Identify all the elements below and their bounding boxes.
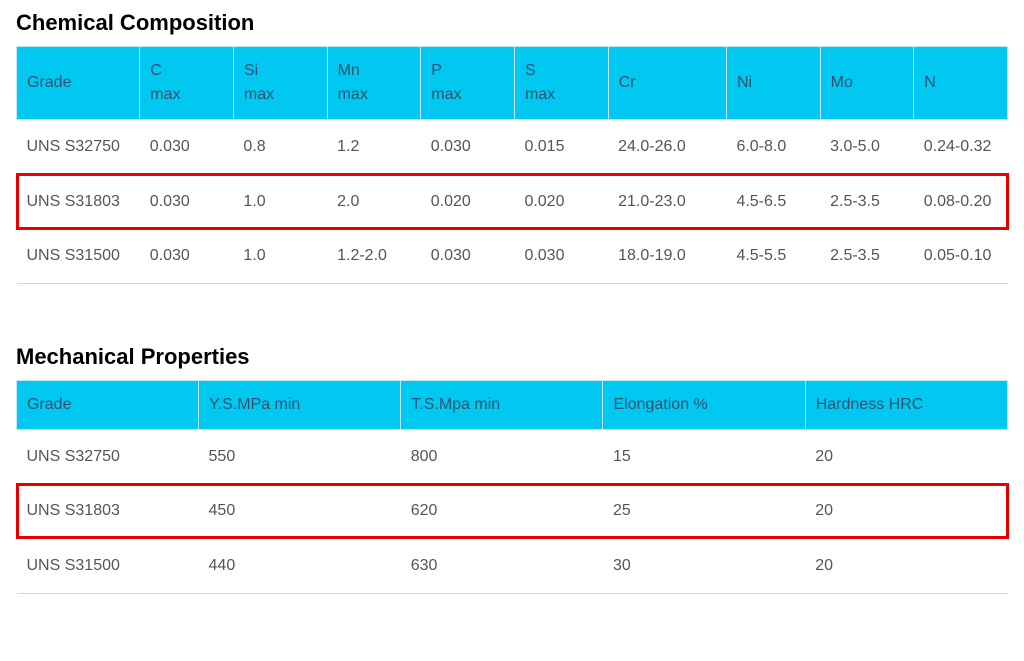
cell: 0.015 xyxy=(514,120,608,175)
cell: 450 xyxy=(199,484,401,539)
mechanical-title: Mechanical Properties xyxy=(16,344,1008,370)
table-row-highlighted: UNS S31803 450 620 25 20 xyxy=(17,484,1008,539)
cell: 1.0 xyxy=(233,174,327,229)
cell: 2.5-3.5 xyxy=(820,174,914,229)
cell: UNS S32750 xyxy=(17,429,199,484)
col-ni: Ni xyxy=(726,47,820,120)
cell: 2.0 xyxy=(327,174,421,229)
cell: 0.030 xyxy=(421,120,515,175)
mechanical-header-row: Grade Y.S.MPa min T.S.Mpa min Elongation… xyxy=(17,380,1008,429)
cell: 25 xyxy=(603,484,805,539)
col-elongation: Elongation % xyxy=(603,380,805,429)
cell: 0.08-0.20 xyxy=(914,174,1008,229)
cell: 20 xyxy=(805,538,1007,593)
cell: UNS S31803 xyxy=(17,484,199,539)
col-p-max: Pmax xyxy=(421,47,515,120)
cell: 20 xyxy=(805,484,1007,539)
col-si-max: Simax xyxy=(233,47,327,120)
cell: 1.2 xyxy=(327,120,421,175)
col-c-max: Cmax xyxy=(140,47,234,120)
cell: 1.2-2.0 xyxy=(327,229,421,284)
cell: 4.5-6.5 xyxy=(726,174,820,229)
cell: 4.5-5.5 xyxy=(726,229,820,284)
cell: 800 xyxy=(401,429,603,484)
cell: UNS S31500 xyxy=(17,229,140,284)
table-row: UNS S32750 550 800 15 20 xyxy=(17,429,1008,484)
cell: 0.24-0.32 xyxy=(914,120,1008,175)
cell: 0.8 xyxy=(233,120,327,175)
cell: 0.030 xyxy=(140,174,234,229)
col-n: N xyxy=(914,47,1008,120)
cell: 3.0-5.0 xyxy=(820,120,914,175)
cell: 550 xyxy=(199,429,401,484)
table-row: UNS S32750 0.030 0.8 1.2 0.030 0.015 24.… xyxy=(17,120,1008,175)
section-spacer xyxy=(16,284,1008,344)
cell: 0.030 xyxy=(421,229,515,284)
cell: 6.0-8.0 xyxy=(726,120,820,175)
mechanical-table: Grade Y.S.MPa min T.S.Mpa min Elongation… xyxy=(16,380,1008,594)
cell: 0.030 xyxy=(514,229,608,284)
chemical-table: Grade Cmax Simax Mnmax Pmax Smax Cr Ni M… xyxy=(16,46,1008,284)
chemical-header-row: Grade Cmax Simax Mnmax Pmax Smax Cr Ni M… xyxy=(17,47,1008,120)
cell: 18.0-19.0 xyxy=(608,229,726,284)
col-hardness: Hardness HRC xyxy=(805,380,1007,429)
cell: 2.5-3.5 xyxy=(820,229,914,284)
col-s-max: Smax xyxy=(514,47,608,120)
table-row: UNS S31500 0.030 1.0 1.2-2.0 0.030 0.030… xyxy=(17,229,1008,284)
chemical-title: Chemical Composition xyxy=(16,10,1008,36)
col-grade: Grade xyxy=(17,380,199,429)
cell: UNS S31500 xyxy=(17,538,199,593)
cell: UNS S31803 xyxy=(17,174,140,229)
cell: 21.0-23.0 xyxy=(608,174,726,229)
cell: 0.030 xyxy=(140,229,234,284)
cell: 0.020 xyxy=(421,174,515,229)
cell: 20 xyxy=(805,429,1007,484)
table-row-highlighted: UNS S31803 0.030 1.0 2.0 0.020 0.020 21.… xyxy=(17,174,1008,229)
col-ys: Y.S.MPa min xyxy=(199,380,401,429)
cell: 1.0 xyxy=(233,229,327,284)
cell: 15 xyxy=(603,429,805,484)
cell: 24.0-26.0 xyxy=(608,120,726,175)
cell: 0.020 xyxy=(514,174,608,229)
cell: 620 xyxy=(401,484,603,539)
col-cr: Cr xyxy=(608,47,726,120)
cell: 30 xyxy=(603,538,805,593)
cell: 440 xyxy=(199,538,401,593)
cell: 0.030 xyxy=(140,120,234,175)
cell: 630 xyxy=(401,538,603,593)
cell: 0.05-0.10 xyxy=(914,229,1008,284)
table-row: UNS S31500 440 630 30 20 xyxy=(17,538,1008,593)
col-mn-max: Mnmax xyxy=(327,47,421,120)
cell: UNS S32750 xyxy=(17,120,140,175)
col-ts: T.S.Mpa min xyxy=(401,380,603,429)
col-mo: Mo xyxy=(820,47,914,120)
col-grade: Grade xyxy=(17,47,140,120)
